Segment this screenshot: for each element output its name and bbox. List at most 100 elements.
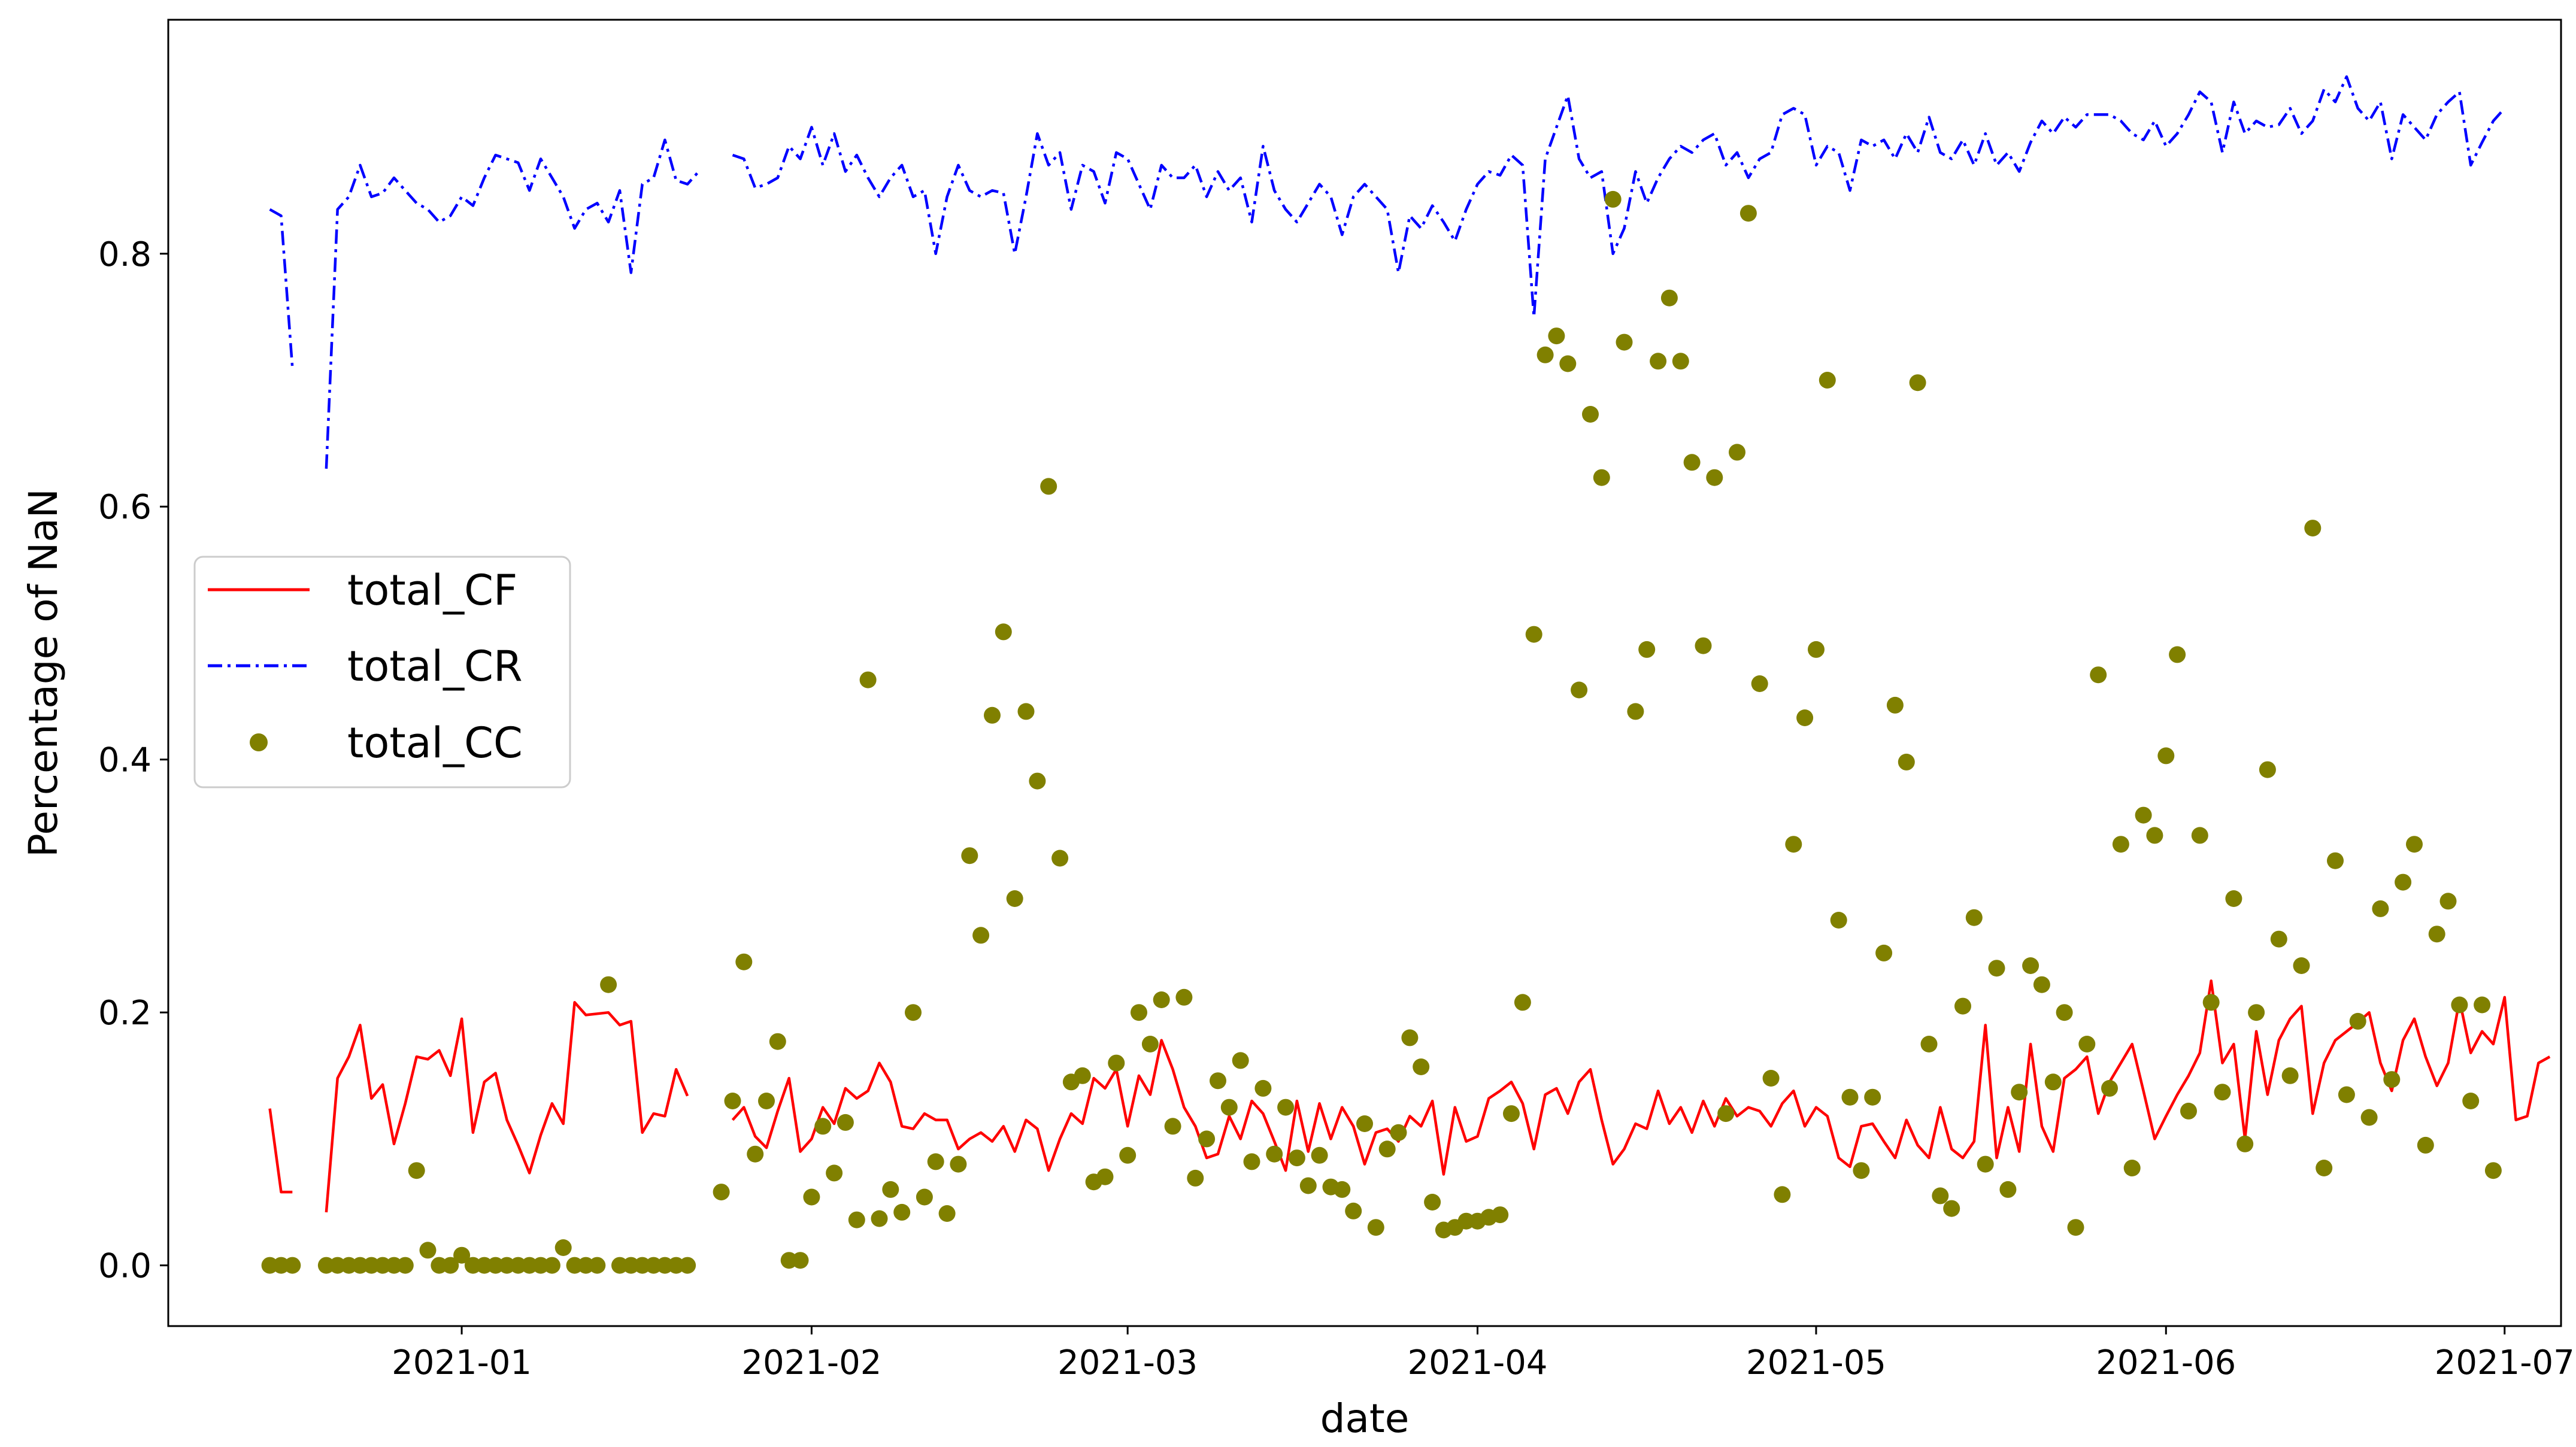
total-cc-point xyxy=(814,1118,832,1135)
total-cc-point xyxy=(2067,1219,2084,1236)
total-cc-point xyxy=(2248,1004,2265,1021)
total-cc-point xyxy=(2090,666,2107,684)
total-cc-point xyxy=(2327,852,2344,869)
total-cc-point xyxy=(2078,1036,2096,1052)
total-cr-line xyxy=(732,75,2506,318)
total-cc-point xyxy=(916,1188,933,1206)
total-cc-point xyxy=(927,1153,944,1170)
total-cc-point xyxy=(1774,1186,1791,1203)
y-tick-label: 0.8 xyxy=(98,235,151,274)
total-cc-point xyxy=(1909,374,1926,392)
total-cc-point xyxy=(972,927,990,944)
total-cc-point xyxy=(2191,827,2208,844)
total-cc-point xyxy=(1153,991,1170,1008)
total-cc-point xyxy=(1266,1145,1283,1163)
total-cc-point xyxy=(2033,976,2050,993)
total-cc-point xyxy=(1401,1029,1419,1046)
total-cc-point xyxy=(2293,957,2310,974)
y-axis: 0.0 0.2 0.4 0.6 0.8 xyxy=(98,235,168,1286)
total-cc-point xyxy=(1729,444,1745,461)
total-cc-point xyxy=(600,976,617,993)
total-cc-point xyxy=(1232,1052,1249,1069)
y-tick-label: 0.6 xyxy=(98,488,151,527)
y-tick-label: 0.4 xyxy=(98,741,151,780)
x-tick-label: 2021-01 xyxy=(392,1343,532,1382)
plot-frame xyxy=(167,19,2562,1327)
total-cc-point xyxy=(1220,1099,1238,1116)
total-cc-point xyxy=(1141,1036,1159,1052)
total-cc-point xyxy=(2338,1086,2355,1103)
x-tick-label: 2021-04 xyxy=(1407,1343,1547,1382)
total-cf-line xyxy=(268,1108,293,1194)
total-cc-point xyxy=(995,623,1012,641)
total-cc-point xyxy=(2383,1071,2401,1088)
legend-total-cf-label: total_CF xyxy=(347,566,517,615)
total-cc-point xyxy=(1548,327,1565,345)
total-cc-point xyxy=(2056,1004,2073,1021)
total-cc-point xyxy=(2395,873,2412,891)
total-cc-point xyxy=(2270,930,2287,948)
total-cc-point xyxy=(1999,1181,2017,1198)
total-cc-point xyxy=(1413,1058,1430,1075)
x-tick-label: 2021-02 xyxy=(741,1343,881,1382)
total-cc-point xyxy=(893,1203,911,1221)
total-cc-point xyxy=(1751,675,1768,692)
total-cc-point xyxy=(1536,346,1554,363)
total-cr-line xyxy=(269,208,294,368)
total-cc-point xyxy=(1390,1124,1407,1141)
y-tick-label: 0.0 xyxy=(98,1247,151,1286)
total-cc-point xyxy=(1074,1067,1091,1084)
total-cc-point xyxy=(1029,772,1046,790)
total-cc-point xyxy=(1604,190,1622,208)
total-cc-point xyxy=(1932,1187,1949,1205)
total-cc-point xyxy=(1627,703,1644,720)
total-cc-point xyxy=(826,1164,843,1182)
total-cc-point xyxy=(882,1181,899,1198)
total-cc-point xyxy=(2372,900,2389,917)
total-cc-point xyxy=(1717,1105,1735,1123)
total-cc-point xyxy=(735,953,753,970)
total-cc-point xyxy=(1424,1194,1441,1211)
y-tick-label: 0.2 xyxy=(98,994,151,1033)
total-cc-point xyxy=(2236,1135,2254,1152)
legend-total-cr-label: total_CR xyxy=(347,642,523,691)
total-cc-point xyxy=(2439,893,2457,910)
total-cc-point xyxy=(1864,1088,1881,1106)
total-cc-point xyxy=(961,847,978,864)
total-cc-point xyxy=(758,1093,775,1109)
total-cc-point xyxy=(396,1257,414,1274)
total-cc-point xyxy=(1492,1206,1509,1224)
legend: total_CF total_CR total_CC xyxy=(193,556,571,788)
total-cc-point xyxy=(1254,1079,1272,1097)
total-cc-point xyxy=(2146,827,2163,844)
total-cc-point xyxy=(284,1257,301,1274)
total-cc-point xyxy=(589,1257,606,1274)
total-cc-point xyxy=(2022,957,2039,974)
total-cc-point xyxy=(2202,994,2220,1011)
total-cc-point xyxy=(1367,1219,1384,1236)
total-cc-point xyxy=(1119,1146,1137,1164)
total-cc-point xyxy=(1017,703,1035,720)
x-tick-label: 2021-03 xyxy=(1057,1343,1198,1382)
total-cc-point xyxy=(1288,1149,1305,1167)
total-cc-point xyxy=(1943,1200,1960,1217)
total-cc-point xyxy=(1131,1004,1147,1021)
total-cc-point xyxy=(1650,353,1667,370)
total-cc-point xyxy=(1040,478,1057,495)
total-cc-point xyxy=(1175,988,1193,1006)
total-cc-point xyxy=(1593,469,1610,486)
total-cc-point xyxy=(1525,626,1542,643)
x-tick-label: 2021-06 xyxy=(2096,1343,2236,1382)
total-cc-point xyxy=(2123,1160,2141,1176)
total-cc-point xyxy=(1875,944,1893,961)
total-cc-point xyxy=(792,1252,809,1269)
total-cc-point xyxy=(2180,1102,2197,1120)
total-cc-point xyxy=(1830,912,1847,929)
total-cc-point xyxy=(1311,1146,1328,1164)
total-cc-point xyxy=(1243,1153,1260,1170)
total-cf-line xyxy=(325,1001,689,1213)
total-cc-point xyxy=(1841,1088,1859,1106)
total-cc-point xyxy=(1695,637,1712,654)
series-total-cf xyxy=(268,979,2551,1213)
